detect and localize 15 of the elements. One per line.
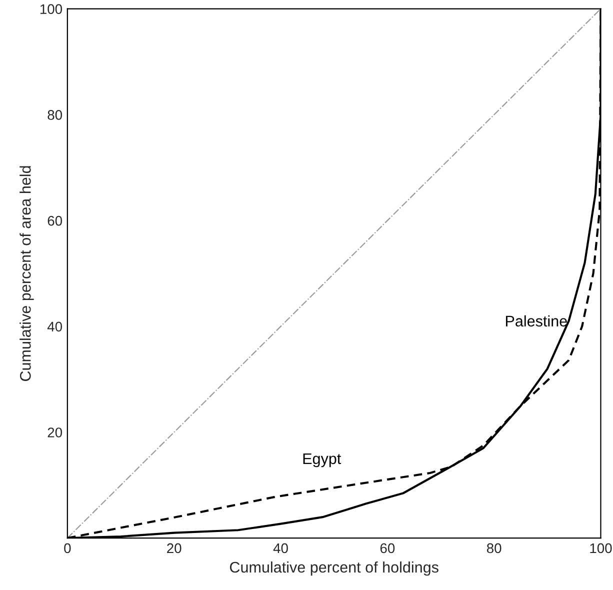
y-axis-title: Cumulative percent of area held	[20, 166, 34, 381]
series-label: Egypt	[303, 453, 342, 468]
y-tick-label: 80	[48, 110, 62, 120]
x-axis-title: Cumulative percent of holdings	[230, 561, 438, 576]
x-tick-label: 60	[380, 543, 395, 554]
series-label: Palestine	[506, 315, 567, 327]
x-tick-label: 80	[486, 543, 502, 554]
x-tick-label: 0	[64, 543, 71, 554]
x-tick-label: 40	[273, 543, 288, 554]
y-tick-label: 20	[48, 428, 62, 438]
y-tick-label: 60	[48, 216, 62, 226]
x-tick-label: 100	[590, 543, 612, 554]
x-tick-label: 20	[167, 543, 182, 554]
y-tick-label: 100	[40, 4, 62, 14]
y-tick-label: 40	[47, 322, 62, 332]
